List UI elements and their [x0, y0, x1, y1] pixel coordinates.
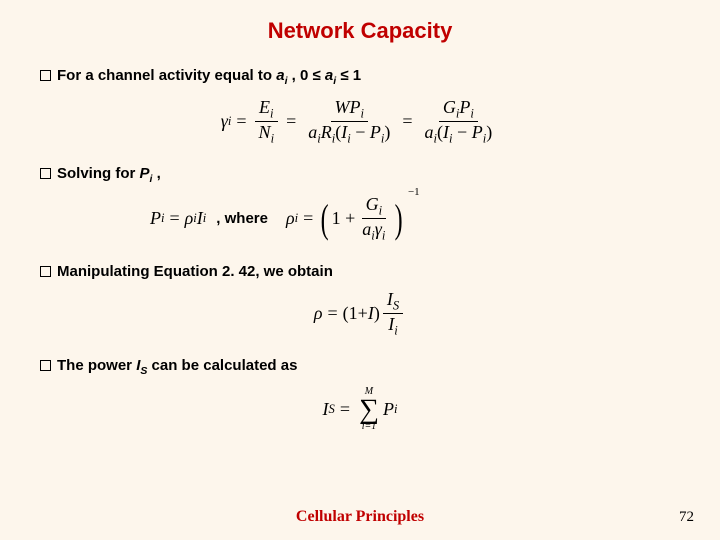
page-number: 72	[679, 509, 694, 526]
equation-gamma: γi = Ei Ni = WPi aiRi(Ii − Pi) = GiPi ai…	[40, 97, 680, 146]
equation-pi: Pi = ρiIi , where ρi = ( 1 + Gi aiγi ) −…	[40, 194, 680, 243]
bullet-4-text: The power IS can be calculated as	[57, 356, 297, 379]
bullet-marker	[40, 70, 51, 81]
bullet-3-text: Manipulating Equation 2. 42, we obtain	[57, 262, 333, 282]
bullet-marker	[40, 266, 51, 277]
bullet-marker	[40, 168, 51, 179]
bullet-4: The power IS can be calculated as	[40, 356, 680, 379]
bullet-1-text: For a channel activity equal to ai , 0 ≤…	[57, 66, 361, 89]
bullet-2: Solving for Pi ,	[40, 164, 680, 187]
footer-text: Cellular Principles	[0, 508, 720, 526]
bullet-2-text: Solving for Pi ,	[57, 164, 161, 187]
equation-is: IS = M ∑ i=1 Pi	[40, 387, 680, 432]
bullet-1: For a channel activity equal to ai , 0 ≤…	[40, 66, 680, 89]
slide-title: Network Capacity	[40, 18, 680, 44]
equation-rho: ρ = (1 + I) IS Ii	[40, 289, 680, 338]
bullet-marker	[40, 360, 51, 371]
bullet-3: Manipulating Equation 2. 42, we obtain	[40, 262, 680, 282]
